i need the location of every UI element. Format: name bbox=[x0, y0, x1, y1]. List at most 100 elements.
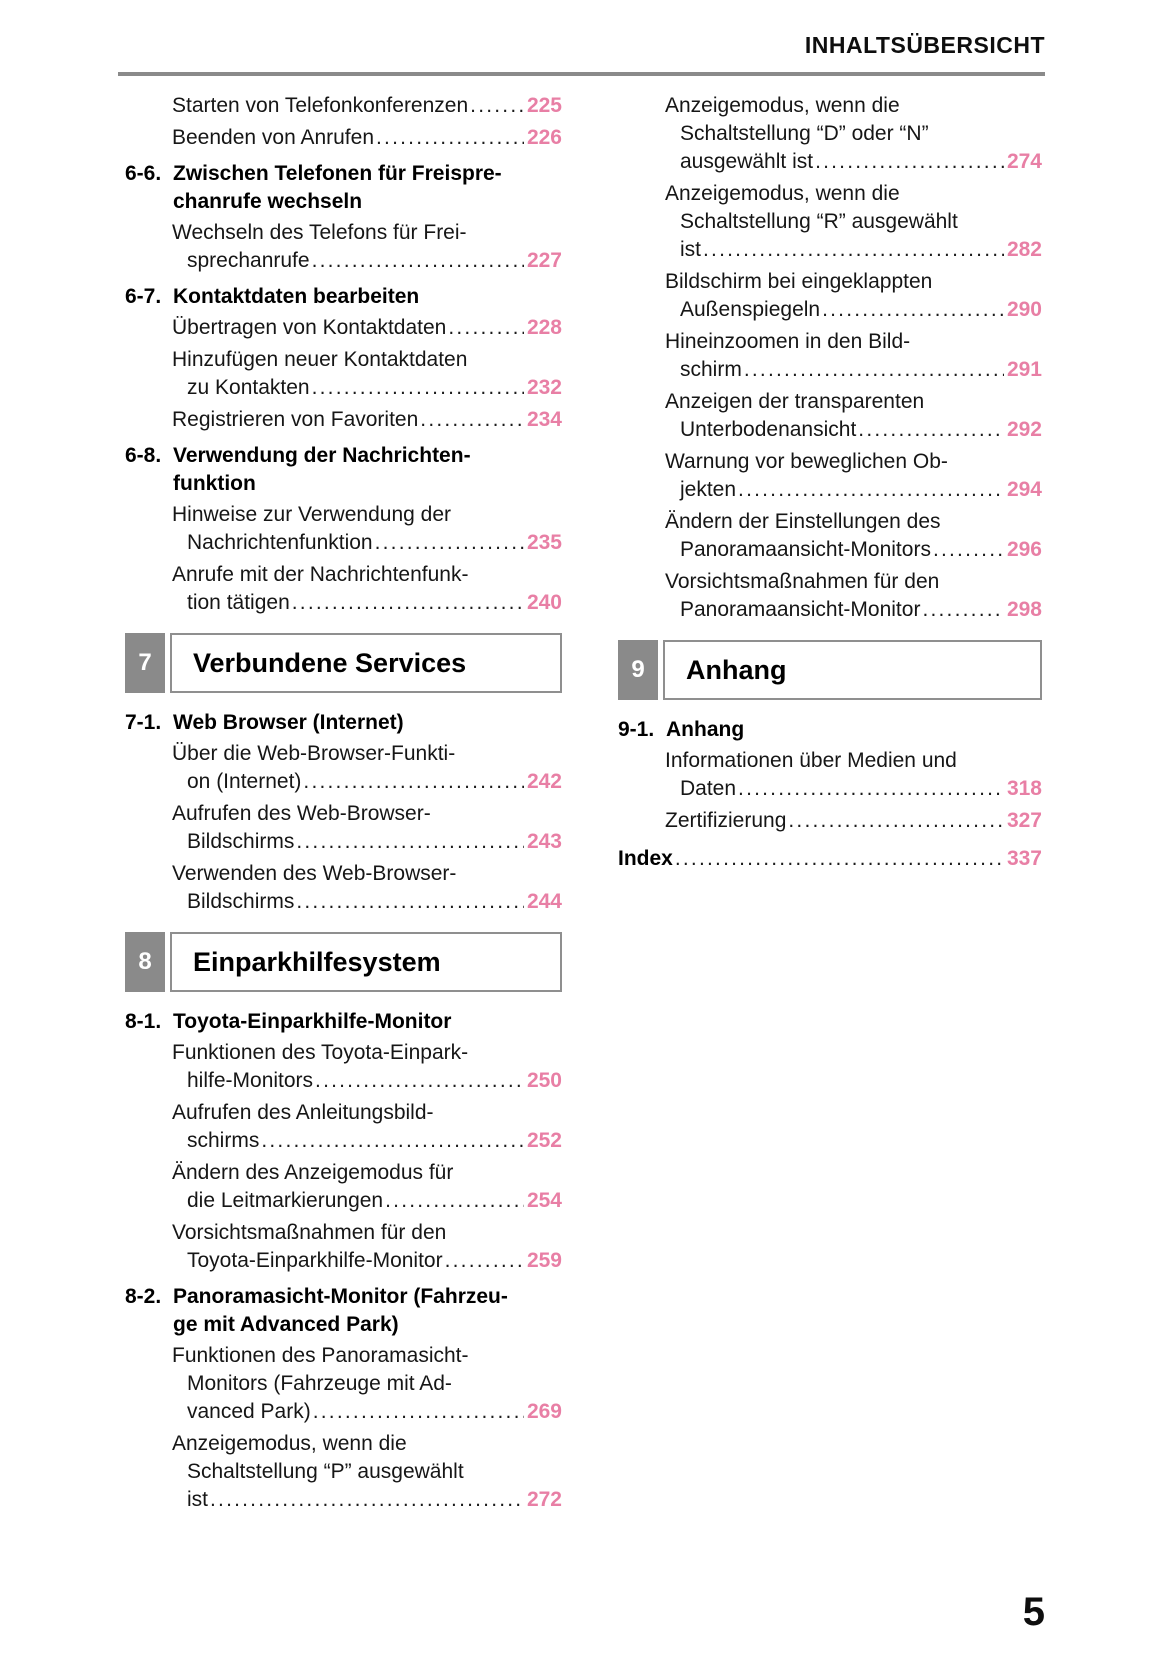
section-banner: 8 Einparkhilfesystem bbox=[125, 932, 562, 992]
chapter-line: chanrufe wechseln bbox=[173, 190, 363, 213]
toc-column-left: Starten von Telefonkonferenzen 225 Beenden… bbox=[125, 92, 562, 1518]
toc-chapter-heading: 6-6. Zwischen Telefonen für Freispre-chan… bbox=[125, 160, 562, 216]
toc-entry: Übertragen von Kontaktdaten 228 bbox=[125, 314, 562, 342]
entry-text: Zertifizierung bbox=[665, 809, 787, 832]
entry-line: Anzeigemodus, wenn die bbox=[665, 94, 900, 117]
toc-entry: Aufrufen des Anleitungsbild-schirms 252 bbox=[125, 1099, 562, 1155]
dot-leader bbox=[738, 775, 1004, 803]
entry-line: Monitors (Fahrzeuge mit Ad- bbox=[187, 1372, 452, 1395]
entry-line: Bildschirms 243 bbox=[172, 828, 562, 856]
toc-entry: Starten von Telefonkonferenzen 225 bbox=[125, 92, 562, 120]
dot-leader bbox=[738, 476, 1004, 504]
chapter-line: 6-8. Verwendung der Nachrichten- bbox=[125, 442, 562, 470]
entry-page-number: 250 bbox=[526, 1069, 562, 1092]
index-entry: Index 337 bbox=[618, 845, 1042, 873]
toc-entry: Vorsichtsmaßnahmen für den Panoramaansich… bbox=[618, 568, 1042, 624]
toc-entry: Hinzufügen neuer Kontaktdaten zu Kontakte… bbox=[125, 346, 562, 402]
entry-line: Informationen über Medien und bbox=[665, 749, 957, 772]
dot-leader bbox=[312, 374, 524, 402]
entry-page-number: 259 bbox=[526, 1249, 562, 1272]
chapter-number: 6-7. bbox=[125, 285, 162, 308]
dot-leader bbox=[470, 92, 524, 120]
entry-text: tion tätigen bbox=[187, 591, 290, 614]
toc-entry: Beenden von Anrufen 226 bbox=[125, 124, 562, 152]
entry-page-number: 269 bbox=[526, 1400, 562, 1423]
entry-line: Schaltstellung “R” ausgewählt bbox=[680, 210, 958, 233]
section-number: 7 bbox=[125, 633, 165, 693]
dot-leader bbox=[376, 124, 524, 152]
entry-text: jekten bbox=[680, 478, 737, 501]
chapter-number: 9-1. bbox=[618, 718, 655, 741]
entry-line: Aufrufen des Anleitungsbild- bbox=[172, 1101, 434, 1124]
toc-entry: Anzeigemodus, wenn die Schaltstellung “P”… bbox=[125, 1430, 562, 1514]
entry-page-number: 228 bbox=[526, 316, 562, 339]
toc-entry: Bildschirm bei eingeklappten Außenspiegel… bbox=[618, 268, 1042, 324]
entry-line: Bildschirm bei eingeklappten bbox=[665, 270, 933, 293]
chapter-title-text: Anhang bbox=[666, 718, 745, 741]
entry-page-number: 235 bbox=[526, 531, 562, 554]
entry-text: Nachrichtenfunktion bbox=[187, 531, 373, 554]
entry-line: Übertragen von Kontaktdaten 228 bbox=[172, 314, 562, 342]
chapter-line: funktion bbox=[173, 472, 256, 495]
entry-page-number: 240 bbox=[526, 591, 562, 614]
dot-leader bbox=[312, 247, 524, 275]
dot-leader bbox=[303, 768, 524, 796]
chapter-number: 7-1. bbox=[125, 711, 162, 734]
entry-line: Panoramaansicht-Monitors 296 bbox=[665, 536, 1042, 564]
toc-chapter-heading: 8-1. Toyota-Einparkhilfe-Monitor bbox=[125, 1008, 562, 1036]
chapter-line: 8-2. Panoramasicht-Monitor (Fahrzeu- bbox=[125, 1283, 562, 1311]
entry-line: Index 337 bbox=[618, 845, 1042, 873]
dot-leader bbox=[445, 1247, 524, 1275]
entry-text: Starten von Telefonkonferenzen bbox=[172, 94, 469, 117]
dot-leader bbox=[815, 148, 1004, 176]
entry-page-number: 225 bbox=[526, 94, 562, 117]
section-number: 9 bbox=[618, 640, 658, 700]
entry-text: Toyota-Einparkhilfe-Monitor bbox=[187, 1249, 443, 1272]
chapter-title-text: Zwischen Telefonen für Freispre- bbox=[173, 162, 502, 185]
entry-line: vanced Park) 269 bbox=[172, 1398, 562, 1426]
chapter-number: 8-1. bbox=[125, 1010, 162, 1033]
dot-leader bbox=[858, 416, 1004, 444]
chapter-number: 8-2. bbox=[125, 1285, 162, 1308]
chapter-title-text: Verwendung der Nachrichten- bbox=[173, 444, 471, 467]
entry-line: hilfe-Monitors 250 bbox=[172, 1067, 562, 1095]
entry-line: Ändern der Einstellungen des bbox=[665, 510, 941, 533]
dot-leader bbox=[822, 296, 1004, 324]
entry-line: jekten 294 bbox=[665, 476, 1042, 504]
toc-chapter-heading: 8-2. Panoramasicht-Monitor (Fahrzeu-ge mi… bbox=[125, 1283, 562, 1339]
entry-page-number: 232 bbox=[526, 376, 562, 399]
entry-line: Ändern des Anzeigemodus für bbox=[172, 1161, 454, 1184]
entry-line: Hinweise zur Verwendung der bbox=[172, 503, 451, 526]
toc-entry: Vorsichtsmaßnahmen für den Toyota-Einpark… bbox=[125, 1219, 562, 1275]
section-title: Verbundene Services bbox=[170, 633, 562, 693]
entry-text: on (Internet) bbox=[187, 770, 302, 793]
entry-line: zu Kontakten 232 bbox=[172, 374, 562, 402]
entry-text: Beenden von Anrufen bbox=[172, 126, 375, 149]
entry-line: Anzeigemodus, wenn die bbox=[665, 182, 900, 205]
dot-leader bbox=[420, 406, 524, 434]
entry-text: Daten bbox=[680, 777, 737, 800]
entry-text: Registrieren von Favoriten bbox=[172, 408, 419, 431]
entry-line: Funktionen des Toyota-Einpark- bbox=[172, 1041, 469, 1064]
entry-page-number: 272 bbox=[526, 1488, 562, 1511]
entry-page-number: 227 bbox=[526, 249, 562, 272]
entry-page-number: 298 bbox=[1006, 598, 1042, 621]
toc-entry: Warnung vor beweglichen Ob-jekten 294 bbox=[618, 448, 1042, 504]
chapter-line: 8-1. Toyota-Einparkhilfe-Monitor bbox=[125, 1008, 562, 1036]
entry-line: Wechseln des Telefons für Frei- bbox=[172, 221, 467, 244]
entry-line: Hineinzoomen in den Bild- bbox=[665, 330, 911, 353]
dot-leader bbox=[210, 1486, 524, 1514]
page-number: 5 bbox=[1022, 1590, 1045, 1634]
entry-page-number: 282 bbox=[1006, 238, 1042, 261]
toc-entry: Wechseln des Telefons für Frei-sprechanr… bbox=[125, 219, 562, 275]
entry-line: Verwenden des Web-Browser- bbox=[172, 862, 457, 885]
dot-leader bbox=[675, 845, 1004, 873]
entry-text: sprechanrufe bbox=[187, 249, 310, 272]
toc-chapter-heading: 7-1. Web Browser (Internet) bbox=[125, 709, 562, 737]
entry-text: schirms bbox=[187, 1129, 260, 1152]
entry-text: Übertragen von Kontaktdaten bbox=[172, 316, 447, 339]
entry-line: Nachrichtenfunktion 235 bbox=[172, 529, 562, 557]
entry-line: Daten 318 bbox=[665, 775, 1042, 803]
entry-text: die Leitmarkierungen bbox=[187, 1189, 384, 1212]
